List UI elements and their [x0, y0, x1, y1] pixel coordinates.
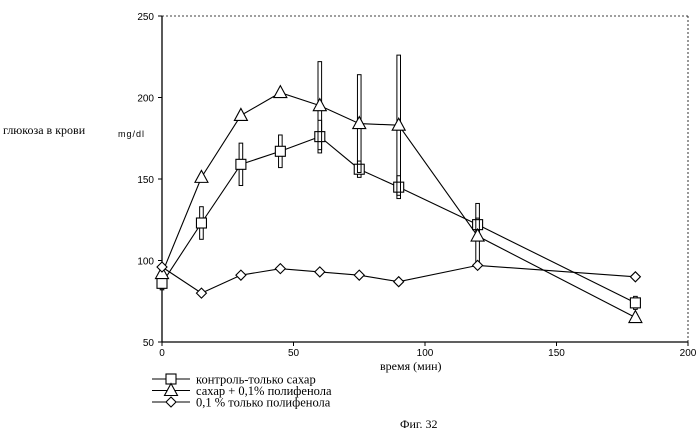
data-point	[194, 169, 209, 183]
x-tick-label: 100	[417, 348, 434, 359]
data-point	[353, 269, 366, 281]
legend-item: контроль-только сахар	[152, 373, 316, 387]
data-point	[314, 266, 326, 278]
figure-caption: Фиг. 32	[400, 417, 437, 431]
data-point	[235, 269, 247, 281]
data-point	[351, 115, 367, 130]
plot-area	[161, 15, 689, 343]
legend-label: 0,1 % только полифенола	[196, 396, 331, 410]
legend-item: 0,1 % только полифенола	[152, 396, 331, 410]
y-tick-label: 100	[137, 257, 154, 268]
data-point	[392, 275, 405, 288]
legend-marker-diamond	[165, 396, 177, 408]
data-point	[195, 287, 208, 299]
data-point	[629, 271, 642, 283]
data-point	[471, 259, 484, 272]
x-tick-label: 0	[159, 348, 165, 359]
y-tick-label: 50	[143, 338, 155, 349]
series-triangle	[154, 54, 643, 324]
data-point	[312, 97, 328, 112]
data-point	[233, 107, 249, 121]
axes: 0 50 100 150 200 50 100 150 200 250	[137, 12, 696, 359]
x-tick-label: 50	[288, 348, 300, 359]
data-point	[314, 131, 326, 143]
data-point	[629, 297, 641, 309]
legend-label: контроль-только сахар	[196, 373, 316, 387]
data-point	[391, 117, 407, 131]
y-axis-label: глюкоза в крови	[3, 123, 86, 137]
data-point	[156, 261, 168, 273]
data-point	[272, 84, 288, 99]
legend-marker-triangle	[163, 382, 179, 397]
series-diamond	[156, 259, 642, 299]
x-tick-label: 200	[680, 348, 697, 359]
y-tick-label: 150	[137, 175, 154, 186]
data-point	[353, 163, 365, 175]
y-tick-label: 200	[137, 94, 154, 105]
data-point	[235, 158, 247, 170]
x-tick-label: 150	[548, 348, 565, 359]
data-point	[393, 181, 405, 193]
y-tick-label: 250	[137, 12, 154, 23]
y-axis-unit: mg/dl	[118, 129, 145, 139]
data-point	[627, 309, 643, 324]
data-point	[195, 217, 207, 229]
legend-item: сахар + 0,1% полифенола	[152, 382, 332, 398]
x-axis-label: время (мин)	[380, 359, 442, 373]
data-point	[274, 262, 287, 275]
legend-label: сахар + 0,1% полифенола	[196, 384, 332, 398]
series-layer	[154, 54, 643, 324]
data-point	[274, 145, 286, 157]
data-point	[470, 227, 486, 242]
data-point	[156, 277, 168, 289]
